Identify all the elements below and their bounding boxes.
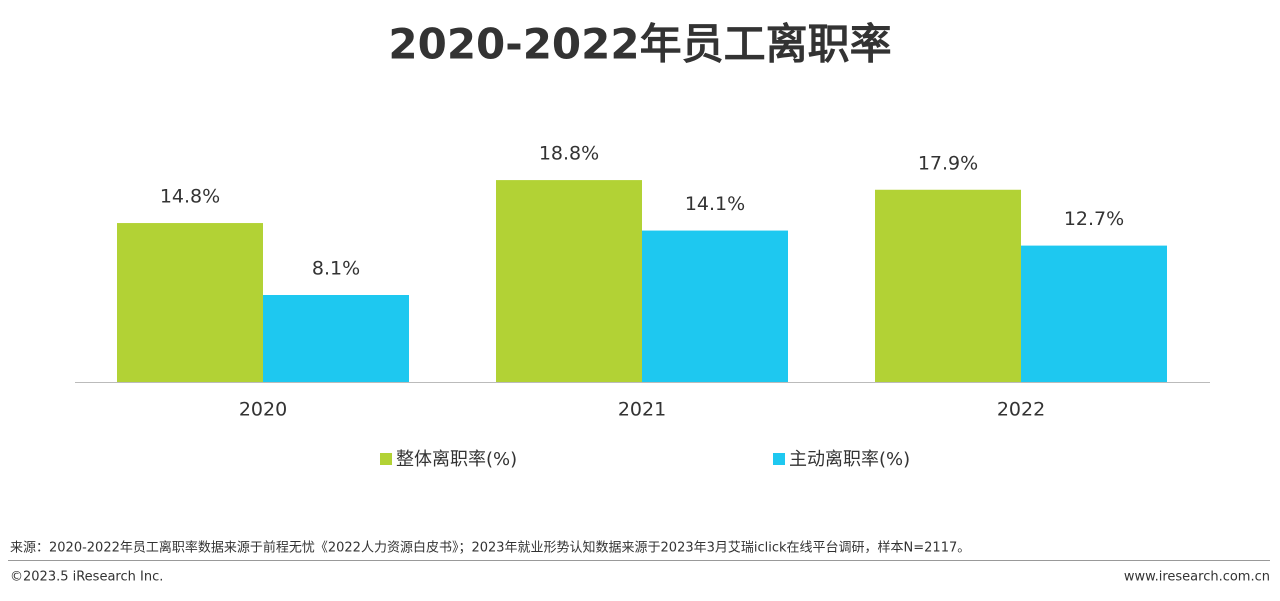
legend-swatch [773, 453, 785, 465]
x-tick-label: 2020 [239, 399, 287, 421]
website: www.iresearch.com.cn [1124, 570, 1270, 585]
value-label: 18.8% [539, 143, 599, 165]
value-label: 14.8% [160, 186, 220, 208]
bar [117, 223, 263, 382]
legend-label: 整体离职率(%) [396, 449, 517, 470]
value-label: 14.1% [685, 193, 745, 215]
bar [263, 295, 409, 382]
source-note: 来源：2020-2022年员工离职率数据来源于前程无忧《2022人力资源白皮书》… [10, 540, 970, 556]
legend-label: 主动离职率(%) [789, 449, 910, 470]
x-tick-label: 2022 [997, 399, 1045, 421]
legend-swatch [380, 453, 392, 465]
chart-title: 2020-2022年员工离职率 [388, 20, 891, 69]
bar [642, 230, 788, 382]
value-label: 8.1% [312, 258, 360, 280]
bar [1021, 245, 1167, 382]
value-label: 12.7% [1064, 208, 1124, 230]
bar [496, 180, 642, 382]
x-tick-label: 2021 [618, 399, 666, 421]
copyright: ©2023.5 iResearch Inc. [10, 570, 163, 585]
bar [875, 189, 1021, 382]
value-label: 17.9% [918, 152, 978, 174]
